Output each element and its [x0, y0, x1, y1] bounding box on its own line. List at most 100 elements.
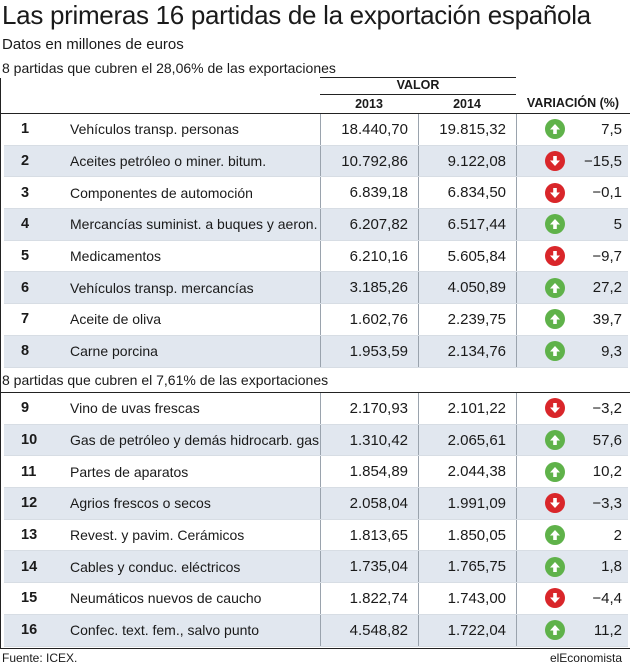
row-number: 2: [21, 153, 30, 170]
row-name: Vehículos transp. personas: [70, 121, 239, 138]
arrow-up-icon: [544, 556, 565, 577]
row-name: Aceites petróleo o miner. bitum.: [70, 153, 267, 170]
row-value-2013: 4.548,82: [320, 614, 418, 646]
row-value-2013: 10.792,86: [320, 145, 418, 177]
row-trend: [516, 240, 582, 272]
row-value-2014: 6.834,50: [418, 177, 516, 209]
row-name: Medicamentos: [70, 248, 162, 265]
row-number: 9: [21, 400, 30, 417]
row-name: Agrios frescos o secos: [70, 495, 211, 512]
row-value-2014: 1.722,04: [418, 614, 516, 646]
row-variation: 39,7: [592, 310, 622, 328]
table-row: 9 Vino de uvas frescas 2.170,93 2.101,22 −3,…: [4, 393, 628, 425]
row-value-2014: 2.101,22: [418, 393, 516, 424]
row-value-2014: 1.850,05: [418, 519, 516, 551]
row-number: 4: [21, 216, 30, 233]
row-name: Confec. text. fem., salvo punto: [70, 622, 260, 639]
row-name: Mercancías suminist. a buques y aeron.: [70, 216, 318, 233]
table-row: 1 Vehículos transp. personas 18.440,70 19.8…: [4, 114, 628, 146]
row-value-2013: 1.735,04: [320, 551, 418, 583]
arrow-up-icon: [544, 277, 565, 298]
table-row: 16 Confec. text. fem., salvo punto 4.548,8…: [4, 614, 628, 647]
row-number: 7: [21, 311, 30, 328]
row-trend: [516, 393, 582, 424]
row-number: 10: [21, 432, 38, 449]
row-value-2013: 6.207,82: [320, 209, 418, 240]
row-trend: [516, 614, 582, 646]
row-variation: 10,2: [592, 463, 622, 481]
table-row: 14 Cables y conduc. eléctricos 1.735,04 1.7…: [4, 551, 628, 584]
row-value-2014: 6.517,44: [418, 209, 516, 240]
header-valor-rule: [320, 77, 516, 78]
row-value-2014: 2.065,61: [418, 424, 516, 456]
row-name: Gas de petróleo y demás hidrocarb. gas.: [70, 432, 320, 449]
table-row: 15 Neumáticos nuevos de caucho 1.822,74 1.7…: [4, 583, 628, 615]
row-variation: 7,5: [601, 120, 622, 138]
row-name: Vehículos transp. mercancías: [70, 279, 254, 296]
row-value-2013: 3.185,26: [320, 272, 418, 304]
row-variation: 27,2: [592, 279, 622, 297]
row-value-2013: 6.839,18: [320, 177, 418, 209]
row-value-2013: 1.822,74: [320, 583, 418, 614]
arrow-down-icon: [544, 588, 565, 609]
table-row: 13 Revest. y pavim. Cerámicos 1.813,65 1.85…: [4, 519, 628, 552]
table-row: 8 Carne porcina 1.953,59 2.134,76 9,3: [4, 335, 628, 368]
row-value-2014: 9.122,08: [418, 145, 516, 177]
row-value-2014: 4.050,89: [418, 272, 516, 304]
header-2013: 2013: [355, 97, 383, 111]
row-name: Partes de aparatos: [70, 463, 189, 480]
row-number: 15: [21, 590, 38, 607]
table-row: 11 Partes de aparatos 1.854,89 2.044,38 10,2: [4, 456, 628, 489]
header-years-rule: [320, 94, 516, 95]
table-row: 3 Componentes de automoción 6.839,18 6.834,…: [4, 177, 628, 210]
row-value-2014: 2.239,75: [418, 304, 516, 335]
row-trend: [516, 583, 582, 614]
row-number: 5: [21, 248, 30, 265]
row-name: Neumáticos nuevos de caucho: [70, 590, 262, 607]
arrow-down-icon: [544, 493, 565, 514]
row-variation: 57,6: [592, 431, 622, 449]
arrow-up-icon: [544, 341, 565, 362]
arrow-up-icon: [544, 119, 565, 140]
row-variation: 1,8: [601, 558, 622, 576]
row-variation: −0,1: [592, 184, 622, 202]
arrow-up-icon: [544, 461, 565, 482]
table-row: 2 Aceites petróleo o miner. bitum. 10.792,…: [4, 145, 628, 178]
table-group-2: 9 Vino de uvas frescas 2.170,93 2.101,22 −3,…: [4, 393, 628, 647]
row-name: Carne porcina: [70, 343, 158, 360]
row-trend: [516, 177, 582, 209]
row-trend: [516, 456, 582, 488]
page-title: Las primeras 16 partidas de la exportaci…: [2, 0, 591, 30]
group-2-top-rule: [0, 392, 630, 393]
row-number: 3: [21, 184, 30, 201]
row-value-2014: 1.991,09: [418, 488, 516, 519]
table-row: 7 Aceite de oliva 1.602,76 2.239,75 39,7: [4, 304, 628, 336]
row-value-2014: 2.044,38: [418, 456, 516, 488]
header-variacion: VARIACIÓN (%): [526, 96, 620, 110]
table-row: 6 Vehículos transp. mercancías 3.185,26 4.0…: [4, 272, 628, 305]
row-value-2014: 1.743,00: [418, 583, 516, 614]
table-row: 10 Gas de petróleo y demás hidrocarb. gas…: [4, 424, 628, 457]
row-trend: [516, 304, 582, 335]
row-value-2013: 1.602,76: [320, 304, 418, 335]
table-row: 4 Mercancías suminist. a buques y aeron. 6…: [4, 209, 628, 241]
row-value-2014: 19.815,32: [418, 114, 516, 145]
row-trend: [516, 145, 582, 177]
arrow-up-icon: [544, 525, 565, 546]
row-value-2013: 2.058,04: [320, 488, 418, 519]
row-trend: [516, 519, 582, 551]
row-variation: 11,2: [593, 621, 622, 639]
row-number: 13: [21, 527, 38, 544]
row-value-2013: 1.854,89: [320, 456, 418, 488]
row-variation: 9,3: [601, 342, 622, 360]
arrow-up-icon: [544, 214, 565, 235]
row-number: 12: [21, 495, 38, 512]
header-2014: 2014: [453, 97, 481, 111]
row-trend: [516, 335, 582, 367]
row-name: Cables y conduc. eléctricos: [70, 558, 241, 575]
table-row: 12 Agrios frescos o secos 2.058,04 1.991,09…: [4, 488, 628, 520]
row-variation: −3,3: [592, 494, 622, 512]
row-variation: −3,2: [592, 399, 622, 417]
arrow-down-icon: [544, 398, 565, 419]
row-name: Vino de uvas frescas: [70, 400, 200, 417]
